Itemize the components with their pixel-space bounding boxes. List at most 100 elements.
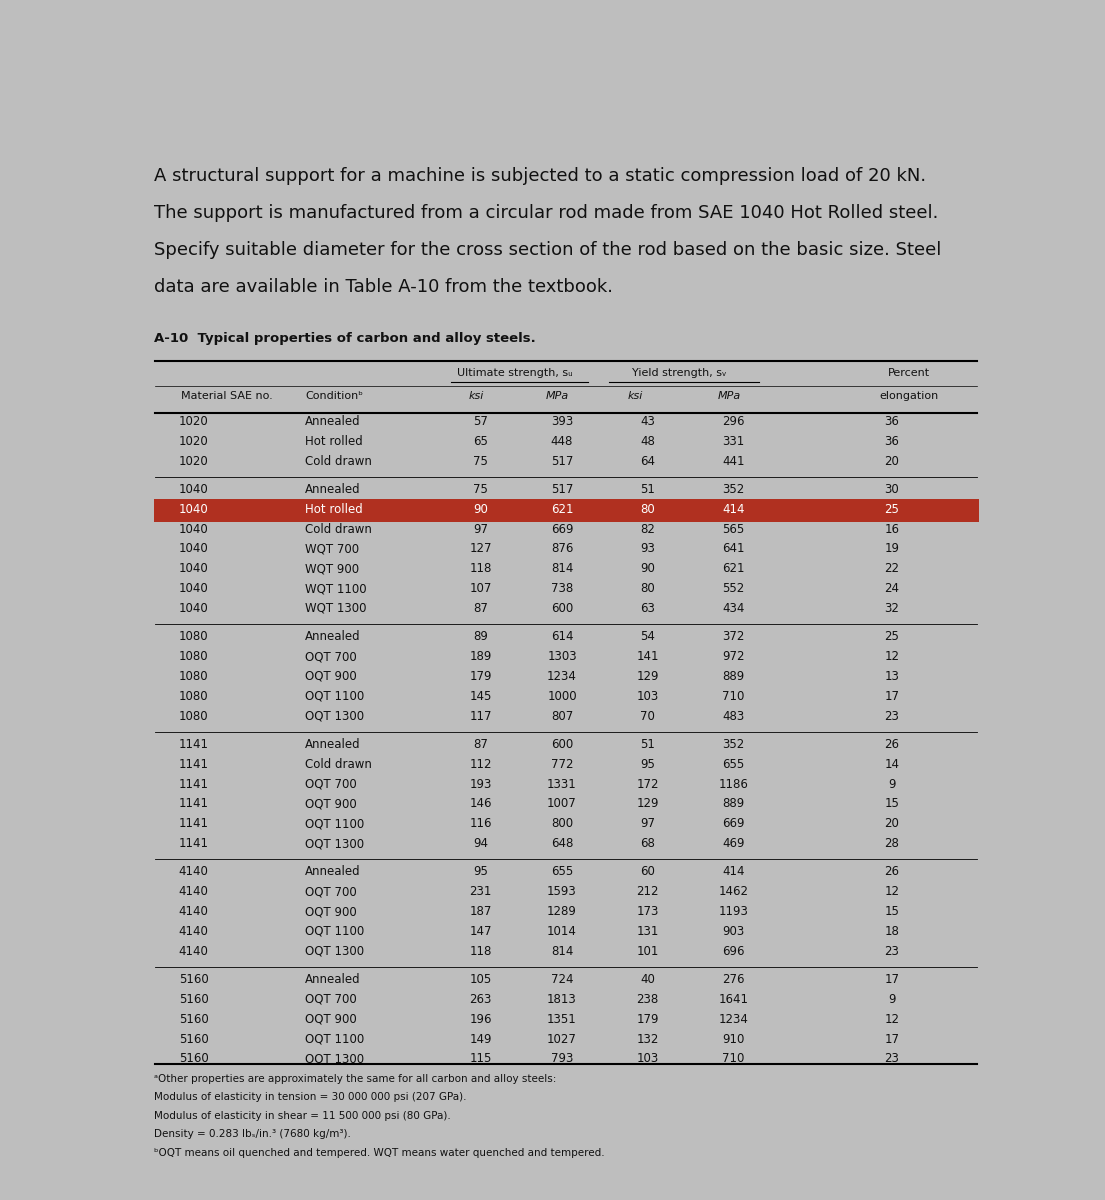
Text: 90: 90 — [640, 563, 655, 575]
Text: 12: 12 — [884, 1013, 899, 1026]
Text: 24: 24 — [884, 582, 899, 595]
Text: 132: 132 — [636, 1032, 659, 1045]
Text: Ultimate strength, sᵤ: Ultimate strength, sᵤ — [457, 367, 572, 378]
FancyBboxPatch shape — [154, 499, 979, 522]
Text: Yield strength, sᵥ: Yield strength, sᵥ — [632, 367, 727, 378]
Text: 669: 669 — [722, 817, 745, 830]
Text: Annealed: Annealed — [305, 865, 360, 878]
Text: A structural support for a machine is subjected to a static compression load of : A structural support for a machine is su… — [154, 167, 926, 185]
Text: 28: 28 — [884, 838, 899, 850]
Text: 1080: 1080 — [179, 709, 209, 722]
Text: 97: 97 — [640, 817, 655, 830]
Text: 30: 30 — [884, 482, 899, 496]
Text: 296: 296 — [722, 415, 745, 428]
Text: 1351: 1351 — [547, 1013, 577, 1026]
Text: 372: 372 — [723, 630, 745, 643]
Text: 51: 51 — [640, 738, 655, 751]
Text: 4140: 4140 — [179, 944, 209, 958]
Text: ᵃOther properties are approximately the same for all carbon and alloy steels:: ᵃOther properties are approximately the … — [154, 1074, 556, 1084]
Text: 65: 65 — [473, 434, 488, 448]
Text: 87: 87 — [473, 602, 488, 614]
Text: 193: 193 — [470, 778, 492, 791]
Text: 903: 903 — [723, 925, 745, 938]
Text: 483: 483 — [723, 709, 745, 722]
Text: 517: 517 — [551, 455, 573, 468]
Text: 23: 23 — [884, 944, 899, 958]
Text: 1080: 1080 — [179, 630, 209, 643]
Text: WQT 900: WQT 900 — [305, 563, 359, 575]
Text: 90: 90 — [473, 503, 488, 516]
Text: 48: 48 — [640, 434, 655, 448]
Text: 95: 95 — [640, 757, 655, 770]
Text: 129: 129 — [636, 670, 659, 683]
Text: 800: 800 — [551, 817, 573, 830]
Text: 17: 17 — [884, 690, 899, 703]
Text: Material SAE no.: Material SAE no. — [181, 391, 273, 401]
Text: 696: 696 — [722, 944, 745, 958]
Text: Cold drawn: Cold drawn — [305, 455, 372, 468]
Text: 89: 89 — [473, 630, 488, 643]
Text: 1331: 1331 — [547, 778, 577, 791]
Text: 36: 36 — [884, 415, 899, 428]
Text: 1000: 1000 — [547, 690, 577, 703]
Text: 9: 9 — [888, 778, 895, 791]
Text: OQT 1300: OQT 1300 — [305, 838, 365, 850]
Text: 876: 876 — [551, 542, 573, 556]
Text: 814: 814 — [551, 563, 573, 575]
Text: OQT 1300: OQT 1300 — [305, 944, 365, 958]
Text: 655: 655 — [551, 865, 573, 878]
Text: OQT 1300: OQT 1300 — [305, 1052, 365, 1066]
Text: 40: 40 — [640, 973, 655, 986]
Text: 22: 22 — [884, 563, 899, 575]
Text: 15: 15 — [884, 905, 899, 918]
Text: 12: 12 — [884, 886, 899, 898]
Text: 1641: 1641 — [718, 992, 748, 1006]
Text: 147: 147 — [470, 925, 492, 938]
Text: 173: 173 — [636, 905, 659, 918]
Text: 18: 18 — [884, 925, 899, 938]
Text: 57: 57 — [473, 415, 488, 428]
Text: 1234: 1234 — [718, 1013, 748, 1026]
Text: 54: 54 — [640, 630, 655, 643]
Text: 179: 179 — [636, 1013, 659, 1026]
Text: OQT 700: OQT 700 — [305, 650, 357, 664]
Text: 118: 118 — [470, 563, 492, 575]
Text: 972: 972 — [722, 650, 745, 664]
Text: 196: 196 — [470, 1013, 492, 1026]
Text: 1462: 1462 — [718, 886, 748, 898]
Text: 331: 331 — [723, 434, 745, 448]
Text: elongation: elongation — [880, 391, 938, 401]
Text: 107: 107 — [470, 582, 492, 595]
Text: 1141: 1141 — [179, 798, 209, 810]
Text: 116: 116 — [470, 817, 492, 830]
Text: 4140: 4140 — [179, 905, 209, 918]
Text: OQT 1100: OQT 1100 — [305, 1032, 365, 1045]
Text: OQT 900: OQT 900 — [305, 798, 357, 810]
Text: 117: 117 — [470, 709, 492, 722]
Text: A-10  Typical properties of carbon and alloy steels.: A-10 Typical properties of carbon and al… — [154, 331, 535, 344]
Text: 814: 814 — [551, 944, 573, 958]
Text: OQT 900: OQT 900 — [305, 1013, 357, 1026]
Text: 25: 25 — [884, 503, 899, 516]
Text: OQT 1100: OQT 1100 — [305, 817, 365, 830]
Text: OQT 900: OQT 900 — [305, 905, 357, 918]
Text: 1193: 1193 — [718, 905, 748, 918]
Text: 1040: 1040 — [179, 522, 209, 535]
Text: 1289: 1289 — [547, 905, 577, 918]
Text: 13: 13 — [884, 670, 899, 683]
Text: 1040: 1040 — [179, 482, 209, 496]
Text: 1040: 1040 — [179, 563, 209, 575]
Text: OQT 700: OQT 700 — [305, 992, 357, 1006]
Text: 75: 75 — [473, 482, 488, 496]
Text: 1813: 1813 — [547, 992, 577, 1006]
Text: 145: 145 — [470, 690, 492, 703]
Text: 146: 146 — [470, 798, 492, 810]
Text: 600: 600 — [551, 738, 573, 751]
Text: 87: 87 — [473, 738, 488, 751]
Text: 1593: 1593 — [547, 886, 577, 898]
Text: 25: 25 — [884, 630, 899, 643]
Text: 1234: 1234 — [547, 670, 577, 683]
Text: 23: 23 — [884, 1052, 899, 1066]
Text: 1080: 1080 — [179, 690, 209, 703]
Text: 4140: 4140 — [179, 886, 209, 898]
